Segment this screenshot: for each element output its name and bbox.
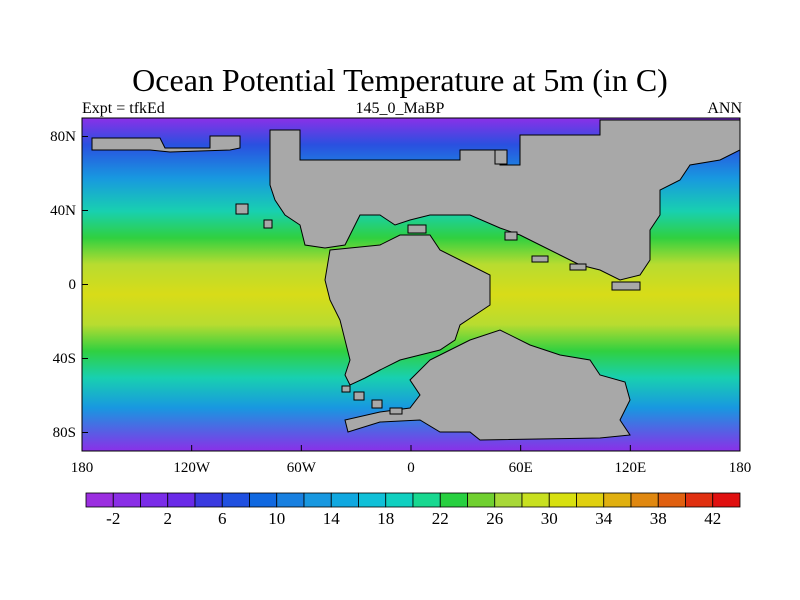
colorbar-swatch [385, 492, 414, 508]
colorbar-swatch [249, 492, 278, 508]
x-tick-label: 0 [407, 460, 415, 476]
y-tick-label: 40N [50, 202, 76, 219]
land-gondwana-west [324, 234, 491, 386]
land-island [353, 391, 365, 401]
colorbar-swatch [85, 492, 114, 508]
y-tick-label: 0 [68, 276, 77, 293]
colorbar-label: 2 [163, 509, 173, 528]
colorbar-label: -2 [106, 509, 121, 528]
colorbar-swatch [112, 492, 141, 508]
colorbar-swatch [521, 492, 550, 508]
colorbar-label: 38 [649, 509, 667, 528]
x-tick-label: 120E [614, 460, 647, 476]
land-arctic-island [91, 135, 241, 153]
colorbar-swatch [576, 492, 605, 508]
map-title: Ocean Potential Temperature at 5m (in C) [132, 62, 668, 98]
land-masses [91, 119, 740, 441]
colorbar-label: 34 [595, 509, 613, 528]
season-label: ANN [707, 100, 742, 117]
land-laurasia [269, 119, 740, 281]
land-island [494, 149, 508, 165]
colorbar-swatch [548, 492, 577, 508]
y-tick-label: 80N [50, 128, 76, 145]
colorbar-label: 10 [268, 509, 286, 528]
x-tick-label: 180 [70, 460, 94, 476]
colorbar-swatch [657, 492, 686, 508]
colorbar-swatch [140, 492, 169, 508]
land-island [341, 385, 351, 393]
colorbar-label: 14 [322, 509, 340, 528]
colorbar-swatch [221, 492, 250, 508]
land-island [263, 219, 273, 229]
y-tick-label: 80S [52, 424, 76, 441]
x-tick-label: 60E [508, 460, 533, 476]
land-island [569, 263, 587, 271]
land-island [235, 203, 249, 215]
colorbar-swatch [412, 492, 441, 508]
colorbar-swatch [358, 492, 387, 508]
colorbar-swatch [603, 492, 632, 508]
land-island [611, 281, 641, 291]
colorbar-swatch [276, 492, 305, 508]
experiment-label: Expt = tfkEd [82, 100, 165, 117]
colorbar-swatch [439, 492, 468, 508]
period-label: 145_0_MaBP [355, 100, 445, 117]
colorbar-label: 18 [377, 509, 395, 528]
land-island [389, 407, 403, 415]
land-island [531, 255, 549, 263]
y-tick-label: 40S [52, 350, 76, 367]
colorbar-swatch [712, 492, 741, 508]
colorbar-swatch [330, 492, 359, 508]
colorbar-label: 26 [486, 509, 504, 528]
colorbar-swatch [467, 492, 496, 508]
colorbar-label: 42 [704, 509, 722, 528]
x-tick-label: 180 [728, 460, 752, 476]
land-island [407, 224, 427, 234]
x-tick-label: 60W [286, 460, 316, 476]
land-gondwana-east [344, 329, 631, 441]
colorbar [85, 492, 741, 508]
colorbar-label: 22 [431, 509, 449, 528]
colorbar-swatch [303, 492, 332, 508]
colorbar-swatch [494, 492, 523, 508]
x-tick-label: 120W [173, 460, 210, 476]
colorbar-label: 30 [540, 509, 558, 528]
colorbar-swatch [167, 492, 196, 508]
colorbar-swatch [194, 492, 223, 508]
land-island [504, 231, 518, 241]
axis-ticks [81, 136, 741, 451]
colorbar-swatch [630, 492, 659, 508]
colorbar-label: 6 [218, 509, 227, 528]
land-island [371, 399, 383, 409]
colorbar-swatch [685, 492, 714, 508]
